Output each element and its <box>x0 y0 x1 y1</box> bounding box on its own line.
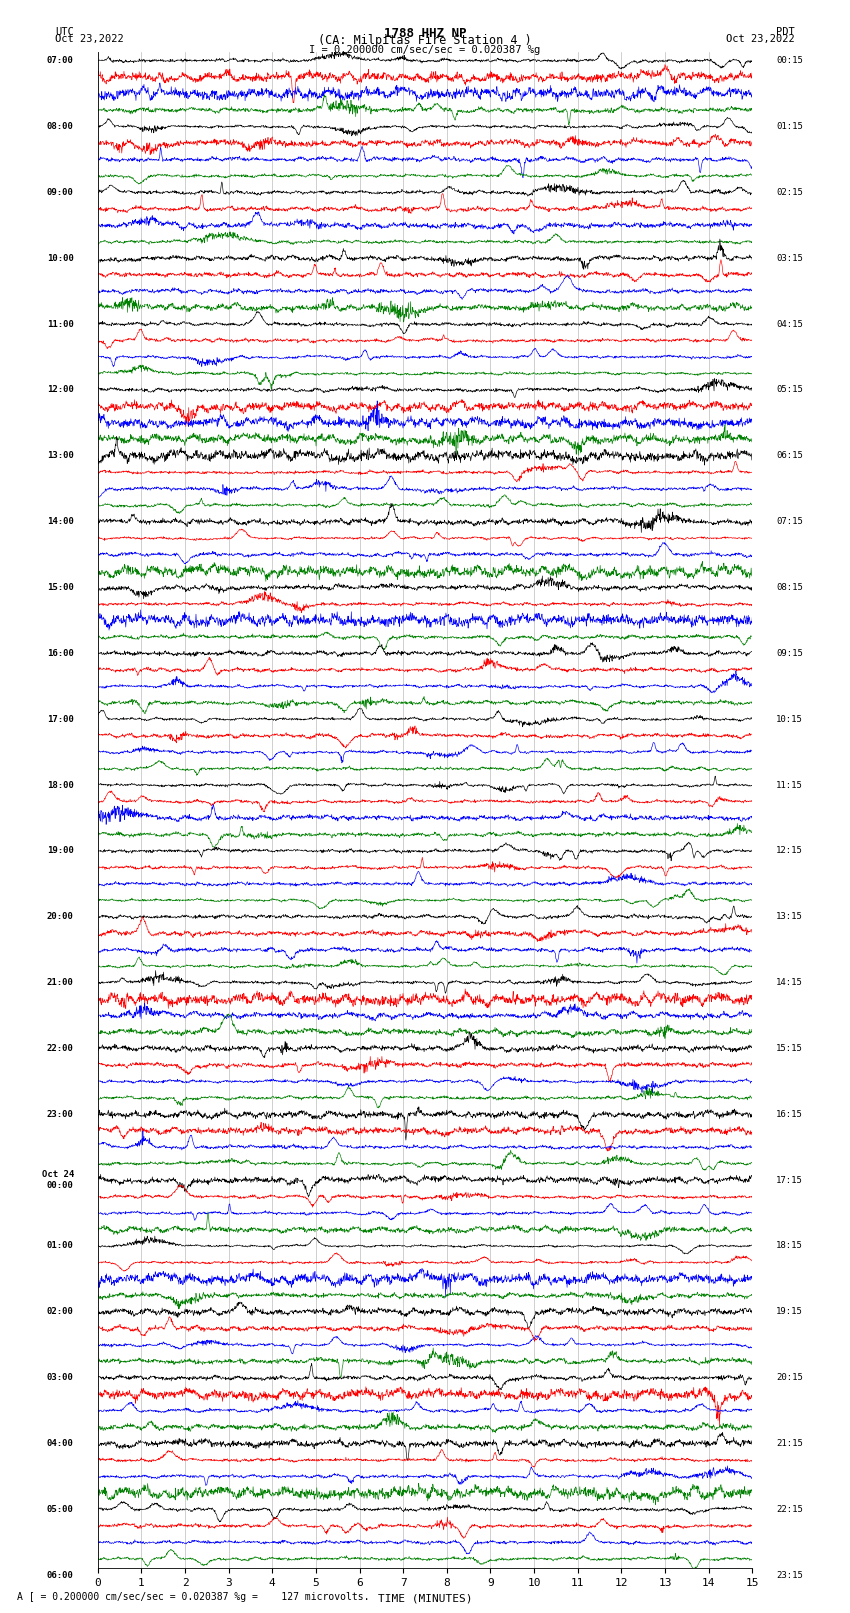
Text: 04:15: 04:15 <box>776 319 803 329</box>
Text: Oct 23,2022: Oct 23,2022 <box>726 34 795 44</box>
Text: 00:15: 00:15 <box>776 56 803 65</box>
Text: 02:00: 02:00 <box>47 1308 74 1316</box>
Text: 20:00: 20:00 <box>47 913 74 921</box>
Text: Oct 23,2022: Oct 23,2022 <box>55 34 124 44</box>
Text: Oct 24
00:00: Oct 24 00:00 <box>42 1171 74 1190</box>
Text: 05:15: 05:15 <box>776 386 803 395</box>
Text: 09:15: 09:15 <box>776 648 803 658</box>
Text: 17:15: 17:15 <box>776 1176 803 1184</box>
Text: 20:15: 20:15 <box>776 1373 803 1382</box>
Text: 14:15: 14:15 <box>776 977 803 987</box>
Text: 16:15: 16:15 <box>776 1110 803 1119</box>
Text: 04:00: 04:00 <box>47 1439 74 1448</box>
Text: 21:00: 21:00 <box>47 977 74 987</box>
Text: 09:00: 09:00 <box>47 187 74 197</box>
Text: 05:00: 05:00 <box>47 1505 74 1515</box>
Text: 01:15: 01:15 <box>776 123 803 131</box>
Text: 13:15: 13:15 <box>776 913 803 921</box>
Text: 16:00: 16:00 <box>47 648 74 658</box>
Text: 01:00: 01:00 <box>47 1242 74 1250</box>
Text: 19:15: 19:15 <box>776 1308 803 1316</box>
Text: 07:15: 07:15 <box>776 518 803 526</box>
Text: 06:00: 06:00 <box>47 1571 74 1579</box>
Text: 08:00: 08:00 <box>47 123 74 131</box>
Text: 08:15: 08:15 <box>776 582 803 592</box>
Text: 18:15: 18:15 <box>776 1242 803 1250</box>
Text: 1788 HHZ NP: 1788 HHZ NP <box>383 27 467 40</box>
Text: 21:15: 21:15 <box>776 1439 803 1448</box>
Text: (CA: Milpitas Fire Station 4 ): (CA: Milpitas Fire Station 4 ) <box>318 34 532 47</box>
Text: I = 0.200000 cm/sec/sec = 0.020387 %g: I = 0.200000 cm/sec/sec = 0.020387 %g <box>309 45 541 55</box>
Text: 19:00: 19:00 <box>47 847 74 855</box>
Text: 10:00: 10:00 <box>47 253 74 263</box>
Text: 14:00: 14:00 <box>47 518 74 526</box>
Text: 18:00: 18:00 <box>47 781 74 789</box>
Text: 15:15: 15:15 <box>776 1044 803 1053</box>
Text: 23:00: 23:00 <box>47 1110 74 1119</box>
Text: 22:00: 22:00 <box>47 1044 74 1053</box>
Text: 17:00: 17:00 <box>47 715 74 724</box>
X-axis label: TIME (MINUTES): TIME (MINUTES) <box>377 1594 473 1603</box>
Text: A [ = 0.200000 cm/sec/sec = 0.020387 %g =    127 microvolts.: A [ = 0.200000 cm/sec/sec = 0.020387 %g … <box>17 1592 370 1602</box>
Text: 12:00: 12:00 <box>47 386 74 395</box>
Text: 03:00: 03:00 <box>47 1373 74 1382</box>
Text: 11:00: 11:00 <box>47 319 74 329</box>
Text: 07:00: 07:00 <box>47 56 74 65</box>
Text: 11:15: 11:15 <box>776 781 803 789</box>
Text: 12:15: 12:15 <box>776 847 803 855</box>
Text: UTC: UTC <box>55 27 74 37</box>
Text: 03:15: 03:15 <box>776 253 803 263</box>
Text: PDT: PDT <box>776 27 795 37</box>
Text: 22:15: 22:15 <box>776 1505 803 1515</box>
Text: 06:15: 06:15 <box>776 452 803 460</box>
Text: 02:15: 02:15 <box>776 187 803 197</box>
Text: 10:15: 10:15 <box>776 715 803 724</box>
Text: 23:15: 23:15 <box>776 1571 803 1579</box>
Text: 15:00: 15:00 <box>47 582 74 592</box>
Text: 13:00: 13:00 <box>47 452 74 460</box>
